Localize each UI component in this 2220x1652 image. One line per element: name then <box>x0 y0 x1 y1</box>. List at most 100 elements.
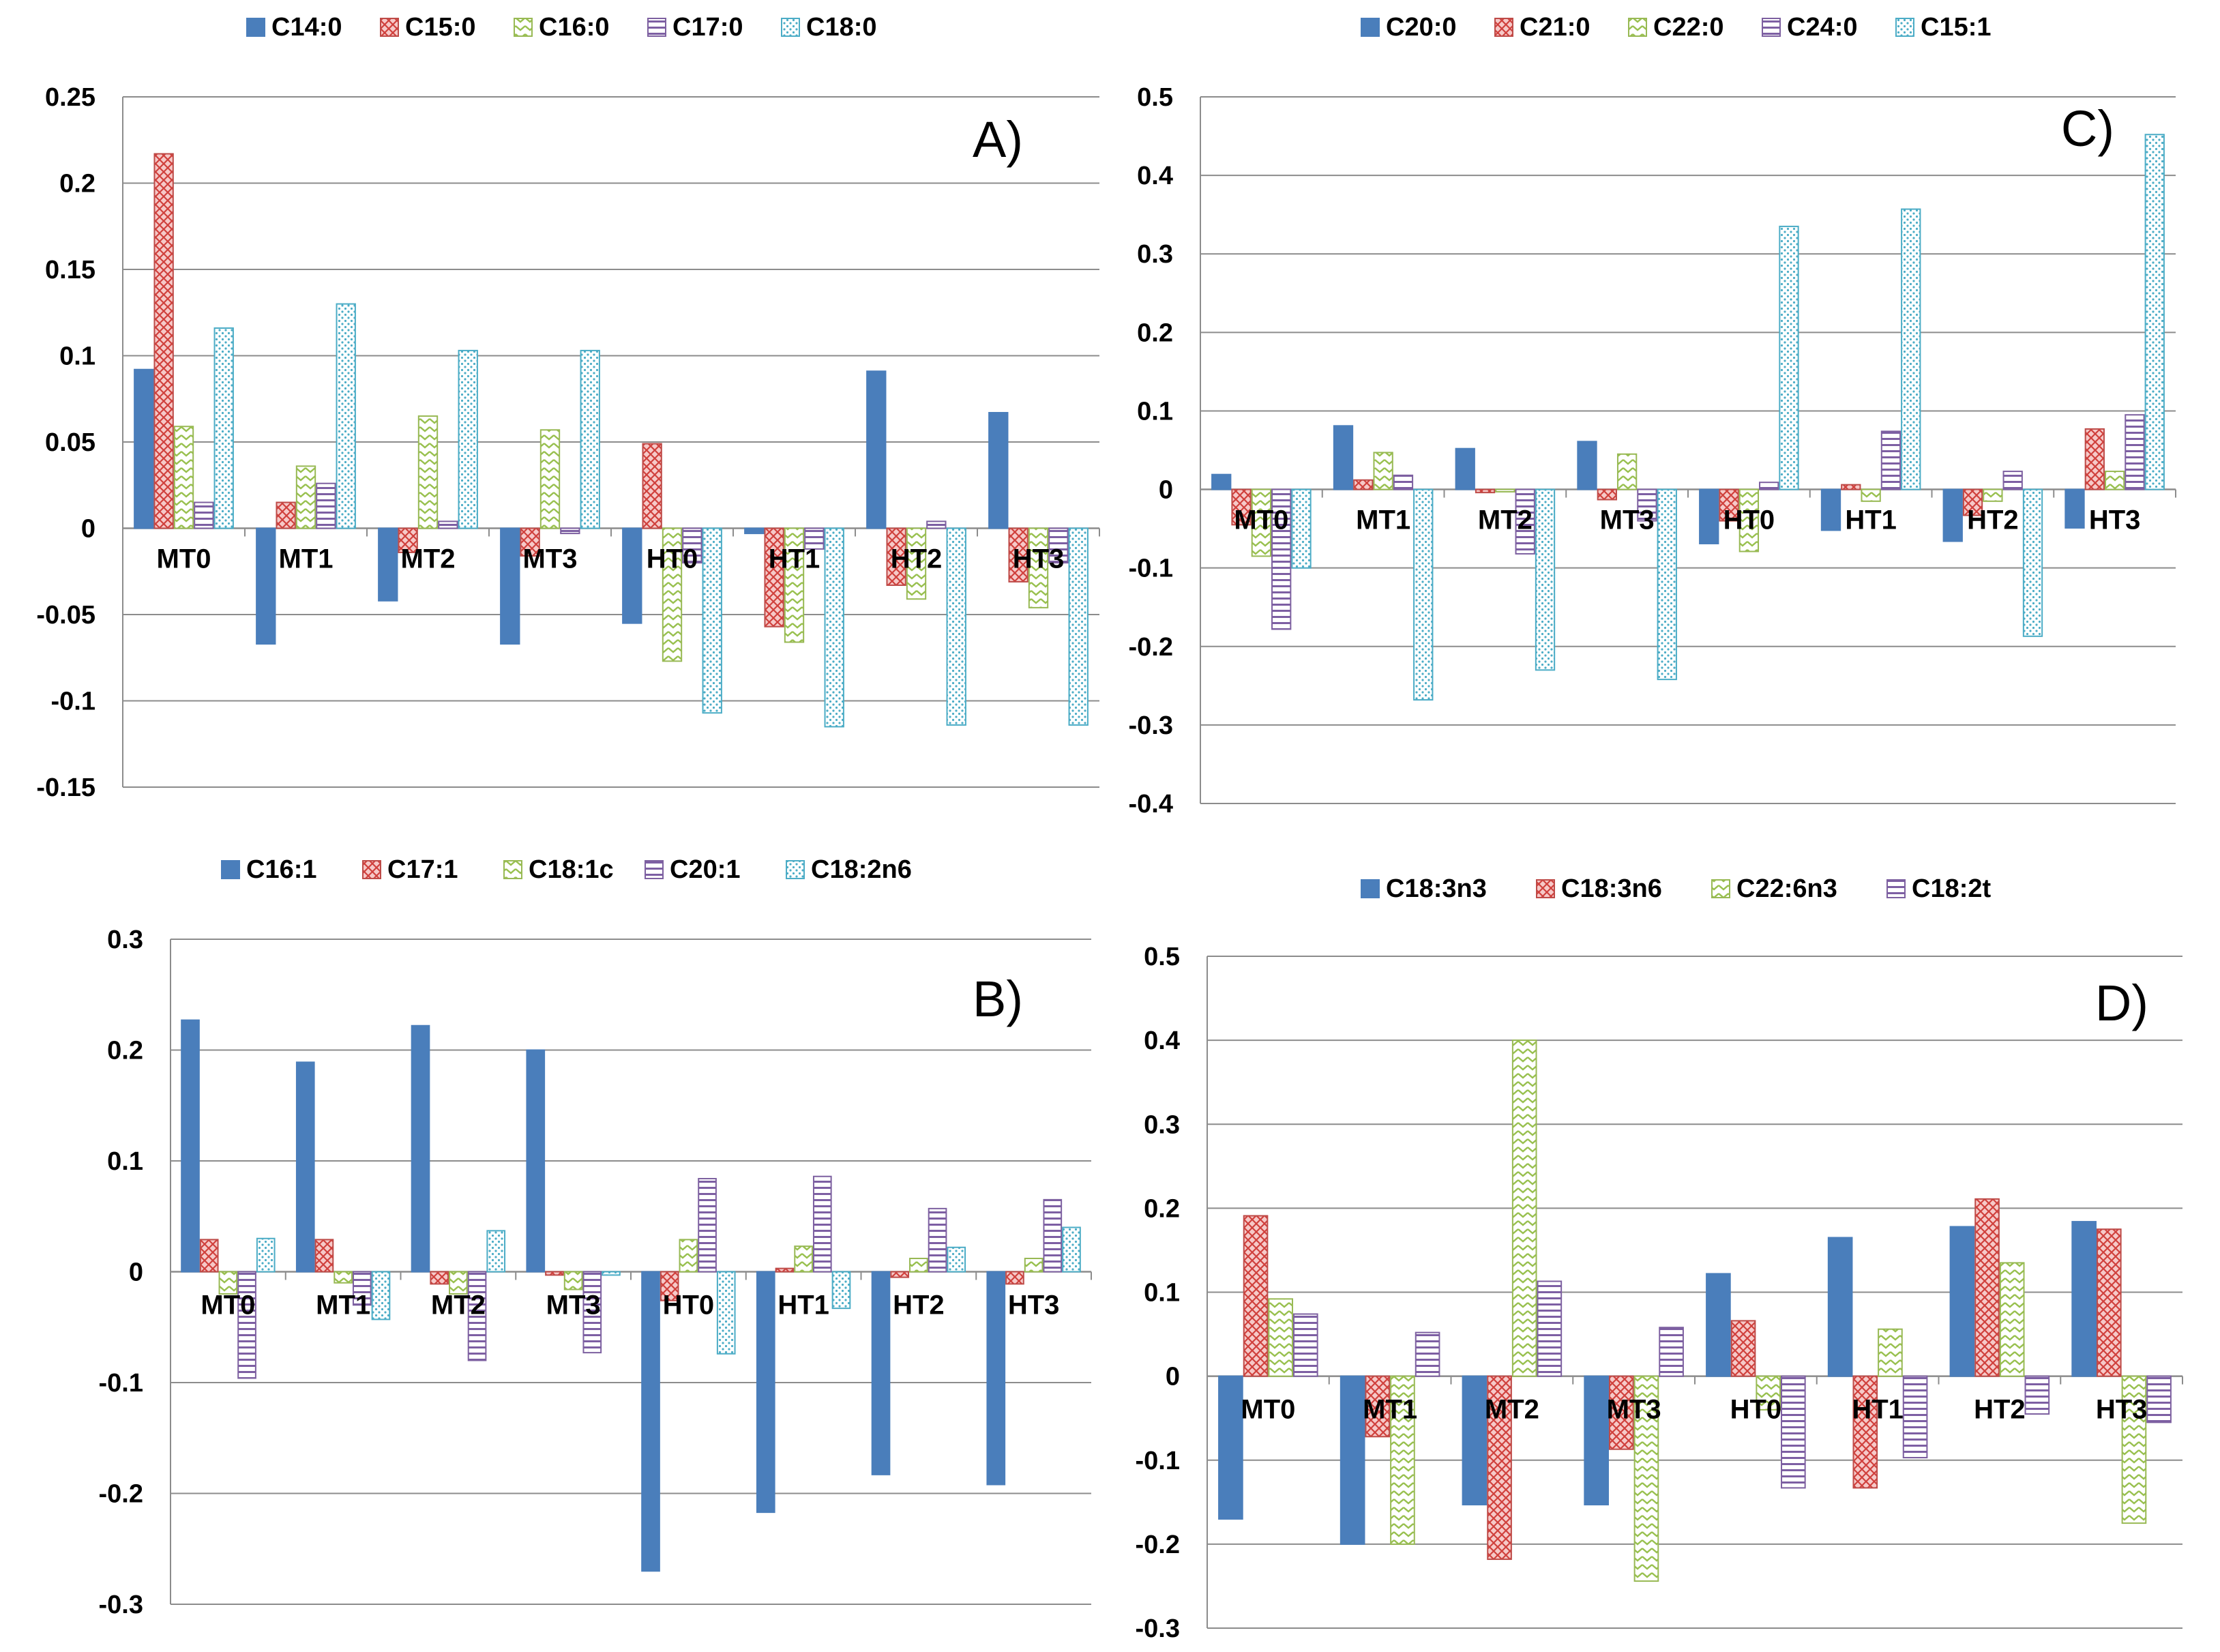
bar-c151-mt3 <box>1657 488 1677 681</box>
bar-c151-ht3 <box>2144 134 2165 490</box>
bar-c182n6-ht0 <box>716 1271 736 1355</box>
category-label: HT3 <box>1008 1290 1060 1321</box>
bar-c182n6-ht1 <box>831 1271 851 1310</box>
bar-c161-ht2 <box>871 1271 891 1475</box>
bar-c226n3-mt1 <box>1390 1375 1415 1545</box>
legend-swatch <box>1886 879 1906 898</box>
bar-c182n6-mt1 <box>371 1271 391 1321</box>
bar-c210-mt3 <box>1597 488 1617 501</box>
legend-label: C14:0 <box>271 13 342 42</box>
bar-c183n6-mt0 <box>1243 1215 1269 1377</box>
bar-c182n6-mt3 <box>602 1271 621 1276</box>
bar-c161-ht0 <box>641 1271 660 1572</box>
bar-c201-ht2 <box>928 1207 947 1273</box>
legend-swatch <box>647 18 666 37</box>
bar-c161-mt3 <box>526 1049 546 1273</box>
bar-c201-ht0 <box>698 1178 717 1273</box>
legend-swatch <box>786 860 805 879</box>
bar-c181c-mt1 <box>334 1271 353 1284</box>
bar-c240-ht1 <box>1880 430 1901 490</box>
bar-c210-ht0 <box>1719 488 1739 522</box>
bar-c182t-mt1 <box>1415 1331 1440 1377</box>
bar-c140-ht3 <box>988 411 1009 529</box>
bar-c170-mt0 <box>194 501 214 529</box>
bar-c220-mt3 <box>1616 453 1638 490</box>
category-label: HT3 <box>1013 544 1065 574</box>
y-tick-label: 0.3 <box>1137 240 1173 269</box>
y-tick-label: 0 <box>1166 1363 1180 1391</box>
legend-label: C22:6n3 <box>1736 874 1837 903</box>
bar-c183n3-ht3 <box>2071 1221 2097 1377</box>
bar-c161-mt0 <box>181 1019 200 1273</box>
bar-c182n6-mt0 <box>256 1237 276 1273</box>
y-tick-label: 0 <box>81 515 95 544</box>
bar-c140-mt0 <box>134 368 154 529</box>
bar-c182t-ht3 <box>2146 1375 2172 1424</box>
chart-C: 0.5 0.4 0.3 0.2 0.1 0 -0.1 -0.2 -0.3 -0.4 MT0 MT1 MT… <box>1129 13 2176 818</box>
legend-label: C18:2t <box>1912 874 1991 903</box>
bar-c151-ht1 <box>1901 208 1921 490</box>
bar-c160-ht1 <box>784 527 805 643</box>
bar-c210-mt2 <box>1475 488 1496 494</box>
y-tick-label: -0.4 <box>1129 790 1173 818</box>
bar-c240-ht0 <box>1759 482 1779 490</box>
category-label: HT1 <box>1852 1395 1904 1425</box>
y-tick-label: 0.1 <box>1137 397 1173 426</box>
bar-c171-ht2 <box>890 1271 910 1278</box>
bar-c150-mt3 <box>520 527 540 557</box>
category-label: HT2 <box>893 1290 945 1321</box>
bar-c180-mt2 <box>458 349 478 529</box>
bar-c140-ht2 <box>866 370 887 529</box>
category-label: HT0 <box>1730 1395 1782 1425</box>
y-tick-label: 0.3 <box>107 926 143 954</box>
legend-label: C16:1 <box>246 855 317 884</box>
legend-label: C15:1 <box>1921 13 1992 42</box>
bar-c181c-mt2 <box>449 1271 468 1295</box>
category-label: HT1 <box>778 1290 829 1321</box>
bar-c183n6-ht0 <box>1730 1320 1756 1377</box>
panel-label: A) <box>973 111 1023 168</box>
bar-c183n3-ht2 <box>1949 1226 1975 1377</box>
legend-label: C20:1 <box>670 855 741 884</box>
bar-c181c-mt3 <box>563 1271 583 1290</box>
bar-c150-mt2 <box>398 527 418 553</box>
category-label: HT2 <box>891 544 943 574</box>
bar-c226n3-mt0 <box>1268 1298 1294 1377</box>
bar-c182n6-mt2 <box>486 1230 506 1273</box>
bar-c180-ht0 <box>702 527 722 714</box>
legend-label: C20:0 <box>1386 13 1457 42</box>
legend-swatch <box>1361 18 1380 37</box>
bar-c220-mt0 <box>1251 488 1272 557</box>
bar-c171-ht3 <box>1005 1271 1024 1285</box>
bar-c220-ht3 <box>2104 471 2125 490</box>
bar-c140-ht0 <box>622 527 642 624</box>
bar-c150-ht3 <box>1008 527 1028 582</box>
bar-c183n6-mt1 <box>1365 1375 1391 1438</box>
bar-c170-mt1 <box>316 482 336 529</box>
bar-c150-ht0 <box>642 443 662 529</box>
bar-c220-ht0 <box>1738 488 1760 552</box>
category-label: MT3 <box>546 1290 601 1321</box>
category-label: MT2 <box>431 1290 486 1321</box>
category-label: HT1 <box>769 544 820 574</box>
panel-label: C) <box>2061 100 2114 157</box>
legend-swatch <box>1361 879 1380 898</box>
bar-c220-ht2 <box>1983 488 2003 502</box>
bar-c210-ht2 <box>1962 488 1983 516</box>
bar-c240-ht3 <box>2125 414 2145 490</box>
category-label: MT0 <box>201 1290 255 1321</box>
bar-c182t-ht0 <box>1781 1375 1806 1489</box>
panel-label: D) <box>2095 975 2148 1031</box>
bar-c200-ht3 <box>2064 488 2085 529</box>
y-tick-label: 0.15 <box>45 256 95 284</box>
category-label: MT0 <box>157 544 211 574</box>
bar-c182t-mt2 <box>1537 1280 1563 1377</box>
y-tick-label: -0.1 <box>1129 555 1173 583</box>
bar-c226n3-ht3 <box>2121 1375 2147 1524</box>
bar-c226n3-ht2 <box>1999 1262 2025 1377</box>
bar-c183n3-ht0 <box>1706 1273 1731 1377</box>
bar-c160-ht0 <box>662 527 683 662</box>
bar-c183n3-mt1 <box>1340 1375 1365 1545</box>
category-label: MT3 <box>1600 505 1655 535</box>
legend-swatch <box>503 860 522 879</box>
